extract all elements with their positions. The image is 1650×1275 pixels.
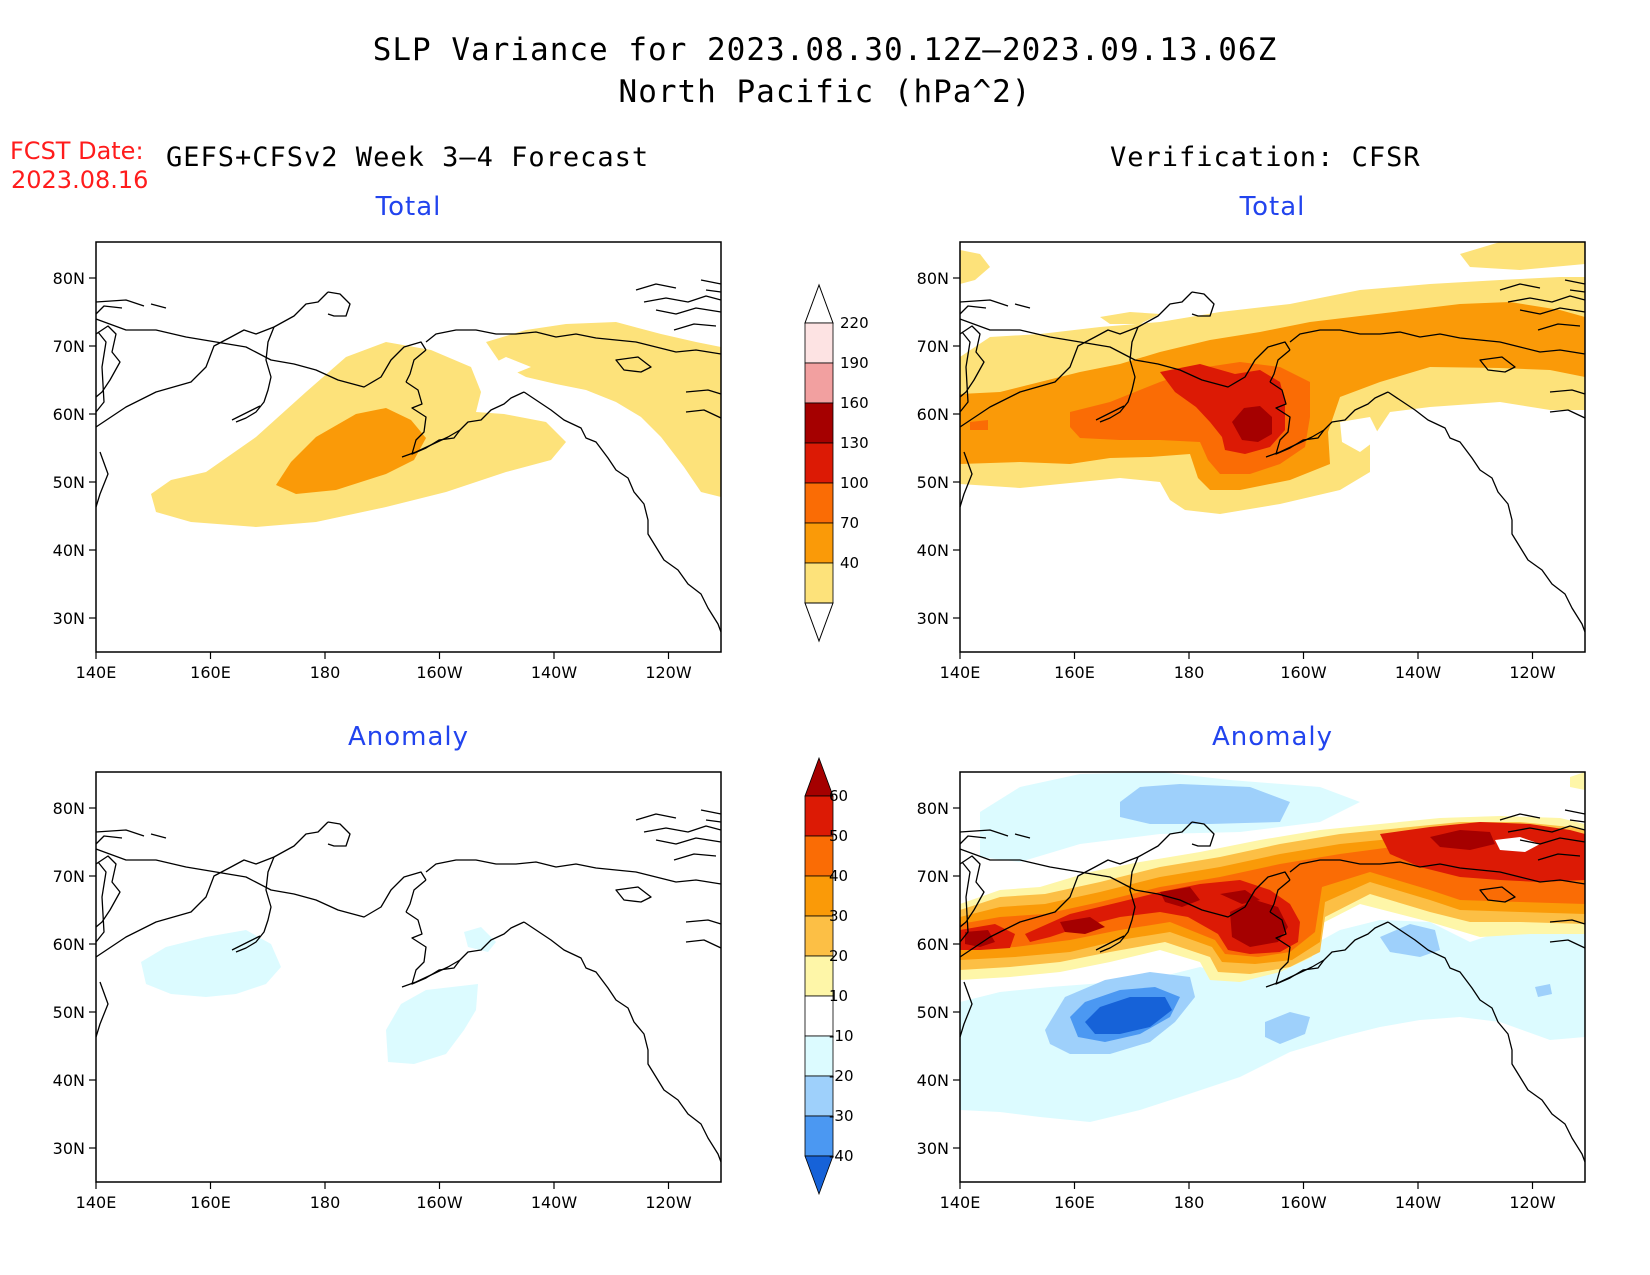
lon-label-140w: 140W [1395,663,1442,682]
lon-label-140w: 140W [531,663,578,682]
map-verification-anomaly [959,771,1586,1183]
lon-label-160w: 160W [416,1193,463,1212]
anom-pos50-shade [960,822,1585,954]
lon-label-120w: 120W [645,663,692,682]
axes-layer: 140E 160E 180 160W 140W 120W 80N 70N 60N 50N 40N 30… [53,269,1556,1212]
lon-label-180: 180 [1174,1193,1205,1212]
cb-anom-label-60: 60 [829,787,848,805]
panel-title-verification-anomaly: Anomaly [1211,722,1334,752]
cb-total-label-220: 220 [840,314,869,332]
lat-label-30n: 30N [53,1139,85,1158]
cb-anom-label-20: 20 [829,947,848,965]
panel-title-forecast-anomaly: Anomaly [347,722,470,752]
lon-label-120w: 120W [1509,663,1556,682]
lon-label-160w: 160W [1280,1193,1327,1212]
total-70-shade [276,408,426,494]
lon-label-140e: 140E [940,663,981,682]
lat-label-70n: 70N [917,337,949,356]
lat-label-40n: 40N [917,1071,949,1090]
lat-label-60n: 60N [917,935,949,954]
anom-pos60-shade [965,830,1495,947]
lat-label-60n: 60N [917,405,949,424]
lon-label-120w: 120W [1509,1193,1556,1212]
map-forecast-anomaly [95,771,722,1183]
lon-label-140w: 140W [1395,1193,1442,1212]
verification-header: Verification: CFSR [1110,142,1421,173]
lon-label-140e: 140E [76,1193,117,1212]
lat-label-80n: 80N [917,269,949,288]
lat-label-60n: 60N [53,405,85,424]
lat-label-40n: 40N [53,1071,85,1090]
colorbar-total: 220 190 160 130 100 70 40 [804,283,869,643]
lat-label-50n: 50N [53,473,85,492]
lat-label-30n: 30N [917,1139,949,1158]
cb-total-label-70: 70 [840,514,859,532]
cb-anom-label-neg10: -10 [829,1027,854,1045]
lon-label-140e: 140E [76,663,117,682]
cb-anom-label-50: 50 [829,827,848,845]
cb-total-label-40: 40 [840,554,859,572]
fcst-date-value: 2023.08.16 [11,166,149,194]
lat-label-60n: 60N [53,935,85,954]
lat-label-80n: 80N [53,799,85,818]
lon-label-140e: 140E [940,1193,981,1212]
panel-title-forecast-total: Total [375,192,442,222]
lat-label-30n: 30N [53,609,85,628]
anom-neg20-shade-north [1120,784,1290,824]
lon-label-180: 180 [1174,663,1205,682]
lon-label-160e: 160E [190,1193,231,1212]
lat-label-30n: 30N [917,609,949,628]
anom-neg10-shade-west [141,930,281,997]
main-title: SLP Variance for 2023.08.30.12Z–2023.09.… [372,32,1278,68]
lat-label-70n: 70N [53,337,85,356]
lon-label-180: 180 [310,663,341,682]
lat-label-40n: 40N [53,541,85,560]
anom-neg40-shade [1085,997,1172,1034]
map-forecast-total [95,241,722,653]
cb-anom-label-neg40: -40 [829,1147,854,1165]
lat-label-80n: 80N [917,799,949,818]
cb-anom-label-30: 30 [829,907,848,925]
anom-neg10-shade-south [386,984,478,1064]
lat-label-70n: 70N [917,867,949,886]
lon-label-160e: 160E [1054,1193,1095,1212]
cb-anom-label-10: 10 [829,987,848,1005]
lat-label-50n: 50N [917,1003,949,1022]
lon-label-160e: 160E [1054,663,1095,682]
cb-total-label-130: 130 [840,434,869,452]
lat-label-70n: 70N [53,867,85,886]
lon-label-140w: 140W [531,1193,578,1212]
cb-anom-label-40: 40 [829,867,848,885]
cb-total-label-190: 190 [840,354,869,372]
main-subtitle: North Pacific (hPa^2) [618,74,1032,110]
map-verification-total [959,241,1586,653]
lon-label-120w: 120W [645,1193,692,1212]
cb-anom-label-neg30: -30 [829,1107,854,1125]
lat-label-50n: 50N [917,473,949,492]
lon-label-160w: 160W [1280,663,1327,682]
total-40-shade-east [486,322,721,497]
lon-label-160w: 160W [416,663,463,682]
lat-label-80n: 80N [53,269,85,288]
forecast-header: GEFS+CFSv2 Week 3–4 Forecast [166,142,650,173]
colorbar-anomaly: 60 50 40 30 20 10 -10 -20 -30 -40 [804,756,854,1196]
lat-label-50n: 50N [53,1003,85,1022]
fcst-date-label: FCST Date: [10,137,144,165]
cb-total-label-160: 160 [840,394,869,412]
total-160-shade-verif [1232,406,1272,442]
lat-label-40n: 40N [917,541,949,560]
lon-label-180: 180 [310,1193,341,1212]
cb-anom-label-neg20: -20 [829,1067,854,1085]
lon-label-160e: 160E [190,663,231,682]
cb-total-label-100: 100 [840,474,869,492]
panel-title-verification-total: Total [1239,192,1306,222]
